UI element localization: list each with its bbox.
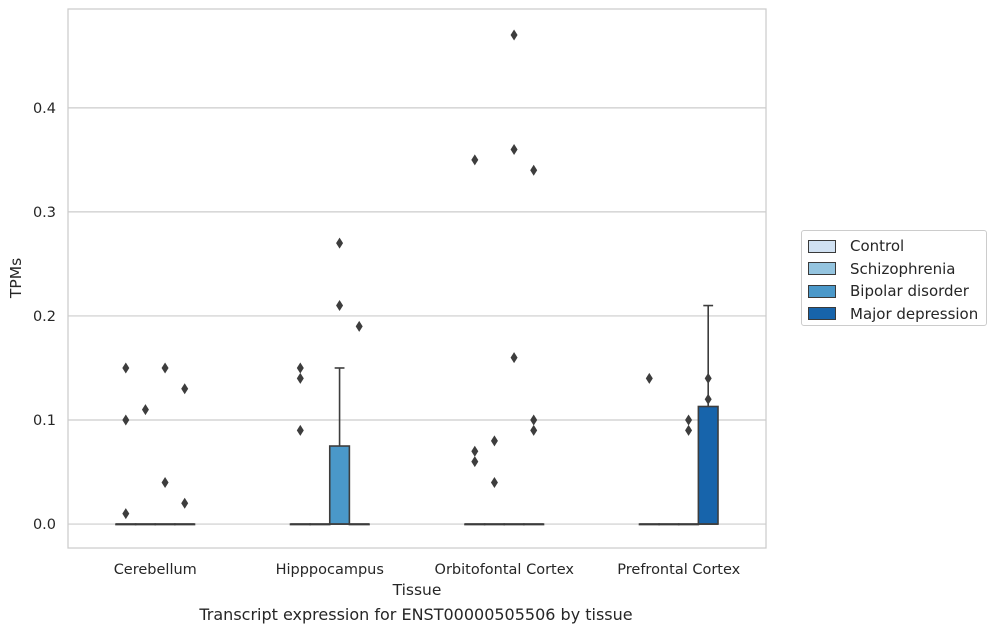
box-marks	[115, 29, 719, 526]
box-3-1	[658, 523, 680, 526]
box-1-2	[328, 237, 351, 525]
x-tick-label: Cerebellum	[114, 562, 197, 578]
outlier-point	[510, 143, 518, 155]
x-tick-label: Hipppocampus	[276, 562, 384, 578]
box-0-1	[134, 404, 157, 526]
x-tick-label: Orbitofontal Cortex	[435, 562, 575, 578]
legend-item: Schizophrenia	[808, 258, 986, 281]
plot-frame	[67, 8, 767, 549]
outlier-point	[471, 154, 479, 166]
outlier-point	[510, 352, 518, 364]
outlier-point	[530, 424, 538, 436]
legend-swatch	[808, 262, 836, 276]
y-tick-label: 0.2	[33, 309, 56, 325]
outlier-point	[141, 404, 149, 416]
outlier-point	[471, 456, 479, 468]
legend-item: Major depression	[808, 303, 986, 326]
y-tick-label: 0.3	[33, 205, 56, 221]
y-tick-label: 0.4	[33, 101, 56, 117]
outlier-point	[704, 393, 712, 405]
outlier-point	[296, 424, 304, 436]
legend-swatch	[808, 239, 836, 253]
outlier-point	[122, 362, 130, 374]
outlier-point	[336, 300, 344, 312]
outlier-point	[336, 237, 344, 249]
legend-item: Control	[808, 235, 986, 258]
box-2-3	[523, 164, 545, 526]
outlier-point	[471, 445, 479, 457]
outlier-point	[122, 508, 130, 520]
outlier-point	[530, 164, 538, 176]
box-2-0	[464, 154, 486, 526]
box-body	[328, 445, 351, 525]
outlier-point	[296, 372, 304, 384]
plot-area	[68, 9, 766, 548]
legend-swatch	[808, 307, 836, 321]
box-3-0	[638, 372, 660, 526]
box-1-1	[309, 523, 331, 526]
y-tick-labels: 0.0 0.1 0.2 0.3 0.4	[33, 101, 56, 533]
box-body	[697, 405, 719, 525]
outlier-point	[296, 362, 304, 374]
legend-label: Control	[850, 237, 905, 256]
outlier-point	[355, 320, 363, 332]
legend-label: Schizophrenia	[850, 259, 956, 278]
box-1-3	[348, 320, 370, 526]
outlier-point	[530, 414, 538, 426]
y-tick-label: 0.0	[33, 517, 56, 533]
outlier-point	[161, 362, 169, 374]
legend-label: Bipolar disorder	[850, 282, 969, 301]
box-2-2	[503, 29, 525, 526]
legend-item: Bipolar disorder	[808, 280, 986, 303]
outlier-point	[645, 372, 653, 384]
outlier-point	[122, 414, 130, 426]
y-axis-label: TPMs	[7, 258, 25, 299]
box-3-3	[697, 304, 719, 525]
outlier-point	[490, 435, 498, 447]
outlier-point	[181, 497, 189, 509]
outlier-point	[510, 29, 518, 41]
outlier-point	[181, 383, 189, 395]
chart-caption: Transcript expression for ENST0000050550…	[199, 605, 633, 624]
x-axis-label: Tissue	[392, 581, 442, 599]
legend: Control Schizophrenia Bipolar disorder Majo…	[801, 230, 987, 326]
x-tick-label: Prefrontal Cortex	[617, 562, 740, 578]
legend-label: Major depression	[850, 304, 979, 323]
box-0-2	[154, 362, 176, 526]
x-tick-labels: Cerebellum Hipppocampus Orbitofontal Corte…	[114, 562, 741, 578]
box-0-0	[115, 362, 137, 526]
outlier-point	[490, 476, 498, 488]
box-0-3	[174, 383, 196, 526]
legend-swatch	[808, 284, 836, 298]
outlier-point	[685, 414, 693, 426]
outlier-point	[704, 372, 712, 384]
outlier-point	[685, 424, 693, 436]
box-1-0	[289, 362, 311, 526]
outlier-point	[161, 476, 169, 488]
y-tick-label: 0.1	[33, 413, 56, 429]
